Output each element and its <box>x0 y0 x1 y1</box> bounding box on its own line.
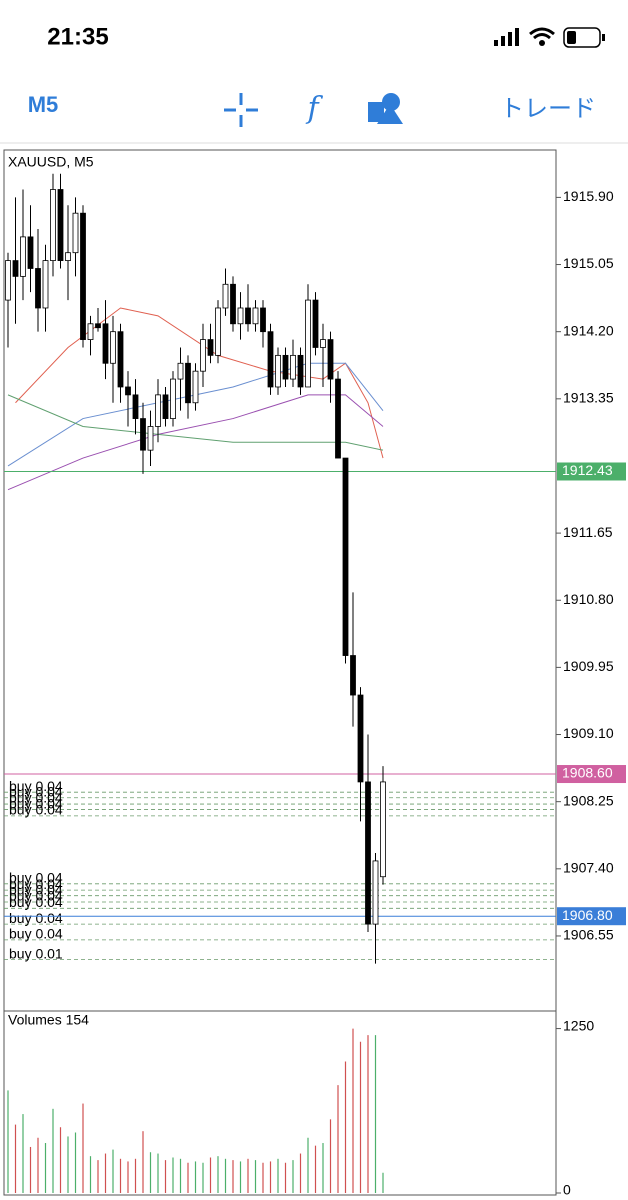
order-label: buy 0.04 <box>9 802 63 818</box>
candle-body <box>350 655 356 696</box>
order-label: buy 0.04 <box>9 926 63 942</box>
candle-body <box>102 323 109 364</box>
order-label: buy 0.04 <box>9 876 63 892</box>
y-tick-label: 1910.80 <box>563 591 614 607</box>
candle-body <box>80 212 86 340</box>
candle-body <box>237 307 244 325</box>
chart-title: XAUUSD, M5 <box>8 154 94 170</box>
y-tick-label: 1914.20 <box>563 322 614 338</box>
price-tag-label: 1906.80 <box>562 907 613 923</box>
candle-body <box>380 781 386 878</box>
candle-body <box>140 418 146 451</box>
y-tick-label: 1915.05 <box>563 255 614 271</box>
order-label: buy 0.04 <box>9 870 63 886</box>
candle-body <box>95 323 101 329</box>
y-tick-label: 1911.65 <box>563 524 613 540</box>
candle-body <box>327 339 334 380</box>
candle-body <box>132 394 139 419</box>
y-tick-label: 1906.55 <box>563 927 614 943</box>
candle-body <box>372 860 379 925</box>
volume-title: Volumes 154 <box>8 1012 89 1028</box>
candle-body <box>192 370 199 404</box>
volume-tick-label: 0 <box>563 1182 571 1198</box>
candle-body <box>297 354 304 388</box>
status-icons <box>494 27 605 48</box>
objects-button[interactable] <box>368 93 403 124</box>
price-tag-label: 1912.43 <box>562 462 613 478</box>
chart-frame <box>3 149 557 1196</box>
candle-body <box>267 331 274 388</box>
candle-body <box>252 307 259 325</box>
candle-body <box>342 457 349 656</box>
price-tag <box>557 462 626 481</box>
clock: 21:35 <box>47 23 108 50</box>
moving-average <box>7 394 384 451</box>
order-label: buy 0.04 <box>9 888 63 904</box>
order-label: buy 0.04 <box>9 894 63 910</box>
candle-body <box>147 426 154 451</box>
candle-body <box>177 362 184 380</box>
candle-body <box>65 252 71 261</box>
candle-body <box>162 394 169 419</box>
timeframe-button[interactable]: M5 <box>28 92 59 117</box>
candle-body <box>230 283 236 325</box>
moving-average <box>7 362 384 467</box>
y-tick-label: 1909.95 <box>563 658 614 674</box>
order-label: buy 0.01 <box>9 945 63 961</box>
candle-body <box>117 331 124 388</box>
candle-body <box>245 307 251 325</box>
candle-body <box>42 260 49 309</box>
y-tick-label: 1913.35 <box>563 390 614 406</box>
candle-body <box>110 331 116 364</box>
y-tick-label: 1908.25 <box>563 792 614 808</box>
candle-body <box>72 212 79 254</box>
crosshair-button[interactable] <box>224 93 258 127</box>
y-tick-label: 1915.90 <box>563 188 614 204</box>
candle-body <box>222 283 229 309</box>
order-label: buy 0.04 <box>9 783 63 799</box>
candle-body <box>125 386 131 396</box>
price-tag <box>557 907 626 926</box>
price-tag-label: 1908.60 <box>562 765 613 781</box>
candle-body <box>365 781 371 925</box>
candle-body <box>305 299 311 388</box>
candle-body <box>282 354 289 380</box>
price-tag <box>557 765 626 784</box>
candle-body <box>275 354 281 388</box>
candle-body <box>357 694 364 783</box>
candle-body <box>185 362 191 404</box>
volume-tick-label: 1250 <box>563 1017 594 1033</box>
y-tick-label: 1907.40 <box>563 860 614 876</box>
candle-body <box>312 299 319 348</box>
candle-body <box>200 339 206 372</box>
order-label: buy 0.04 <box>9 910 63 926</box>
moving-average <box>7 394 384 491</box>
candle-body <box>20 236 26 277</box>
candle-body <box>87 323 94 340</box>
moving-average <box>15 307 384 459</box>
candle-body <box>290 354 296 380</box>
candle-body <box>335 378 341 459</box>
candle-body <box>50 189 56 261</box>
candle-body <box>320 339 326 348</box>
y-tick-label: 1909.10 <box>563 725 614 741</box>
candle-body <box>215 307 221 356</box>
candle-body <box>27 236 34 269</box>
candle-body <box>170 378 176 419</box>
order-label: buy 0.04 <box>9 790 63 806</box>
order-label: buy 0.04 <box>9 881 63 897</box>
candle-body <box>12 260 19 277</box>
candle-body <box>207 339 214 356</box>
indicators-button[interactable]: f <box>305 91 323 126</box>
candle-body <box>5 260 11 301</box>
order-label: buy 0.04 <box>9 778 63 794</box>
trade-button[interactable]: トレード <box>500 95 596 122</box>
order-label: buy 0.04 <box>9 795 63 811</box>
candle-body <box>35 268 41 309</box>
candle-body <box>155 394 161 427</box>
candle-body <box>260 307 266 333</box>
candle-body <box>57 189 64 261</box>
